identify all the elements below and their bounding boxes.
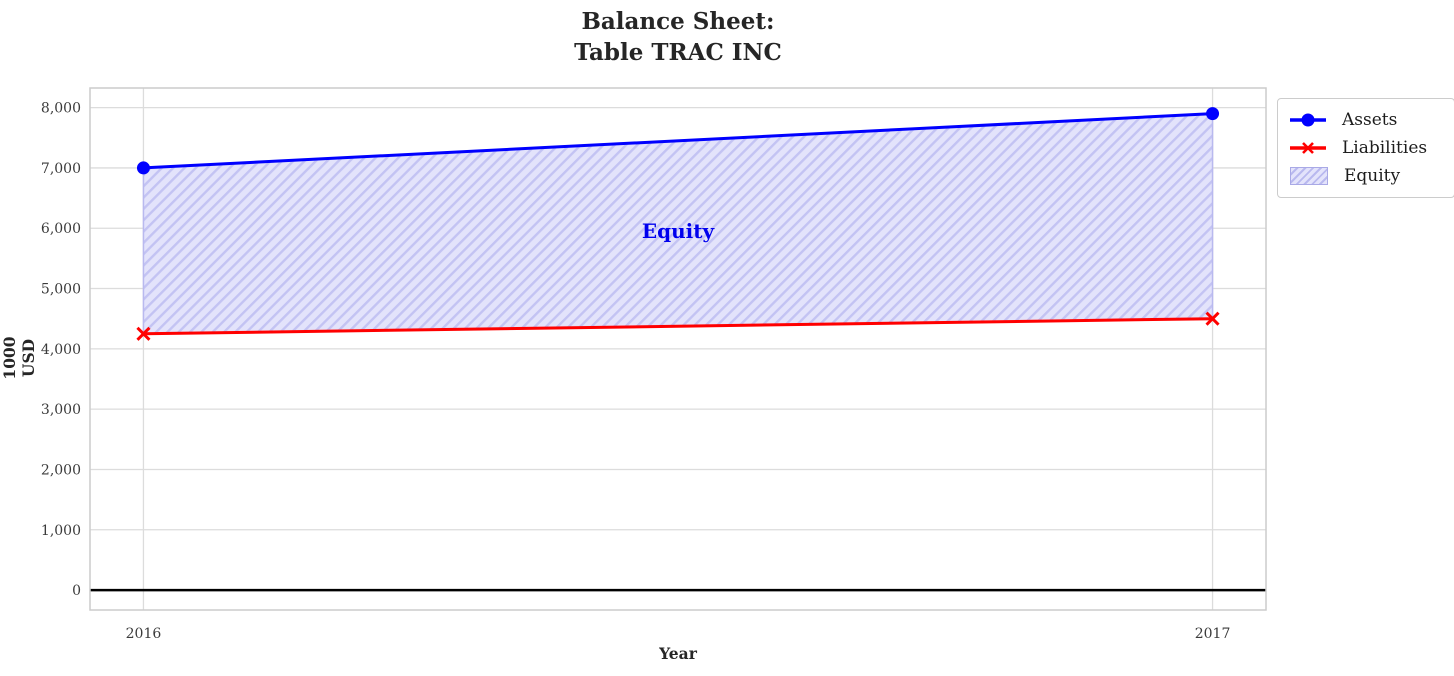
liabilities-line bbox=[143, 317, 1213, 336]
y-tick-label: 3,000 bbox=[41, 402, 81, 418]
x-axis-label: Year bbox=[659, 644, 697, 663]
assets-marker bbox=[1206, 107, 1220, 121]
y-axis-label: 1000 USD bbox=[0, 336, 38, 380]
equity-band-annotation: Equity bbox=[641, 219, 715, 243]
liabilities-marker bbox=[1205, 311, 1220, 326]
legend-item-equity: Equity bbox=[1288, 162, 1444, 190]
y-tick-label: 7,000 bbox=[41, 161, 81, 177]
legend-item-assets: Assets bbox=[1288, 106, 1444, 134]
chart-title-line1: Balance Sheet: bbox=[581, 8, 775, 35]
chart-title-line2: Table TRAC INC bbox=[574, 39, 782, 66]
equity-hatch-icon bbox=[1290, 167, 1328, 185]
liabilities-marker bbox=[136, 326, 151, 341]
x-tick-label: 2016 bbox=[126, 626, 162, 642]
y-tick-label: 4,000 bbox=[41, 342, 81, 358]
liabilities-line-icon bbox=[1290, 142, 1326, 154]
legend-label-assets: Assets bbox=[1342, 110, 1398, 130]
axes-frame bbox=[89, 87, 1267, 611]
data-series bbox=[136, 107, 1220, 341]
assets-line bbox=[143, 112, 1213, 170]
tick-labels: 0 1,000 2,000 3,000 4,000 5,000 6,000 7,000 8,00… bbox=[41, 101, 1230, 642]
y-tick-label: 6,000 bbox=[41, 221, 81, 237]
assets-marker bbox=[136, 161, 150, 175]
equity-band bbox=[90, 112, 1266, 592]
legend-label-equity: Equity bbox=[1344, 166, 1401, 186]
x-tick-label: 2017 bbox=[1195, 626, 1231, 642]
assets-line-icon bbox=[1290, 113, 1326, 127]
y-tick-label: 2,000 bbox=[41, 462, 81, 478]
legend: Assets Liabilities Equity bbox=[1277, 98, 1454, 198]
y-tick-label: 0 bbox=[72, 583, 81, 599]
legend-item-liabilities: Liabilities bbox=[1288, 134, 1444, 162]
chart-title: Balance Sheet: Table TRAC INC bbox=[90, 6, 1266, 68]
legend-label-liabilities: Liabilities bbox=[1342, 138, 1428, 158]
plot-border bbox=[89, 87, 1267, 611]
y-tick-label: 1,000 bbox=[41, 523, 81, 539]
y-tick-label: 5,000 bbox=[41, 282, 81, 298]
y-tick-label: 8,000 bbox=[41, 101, 81, 117]
